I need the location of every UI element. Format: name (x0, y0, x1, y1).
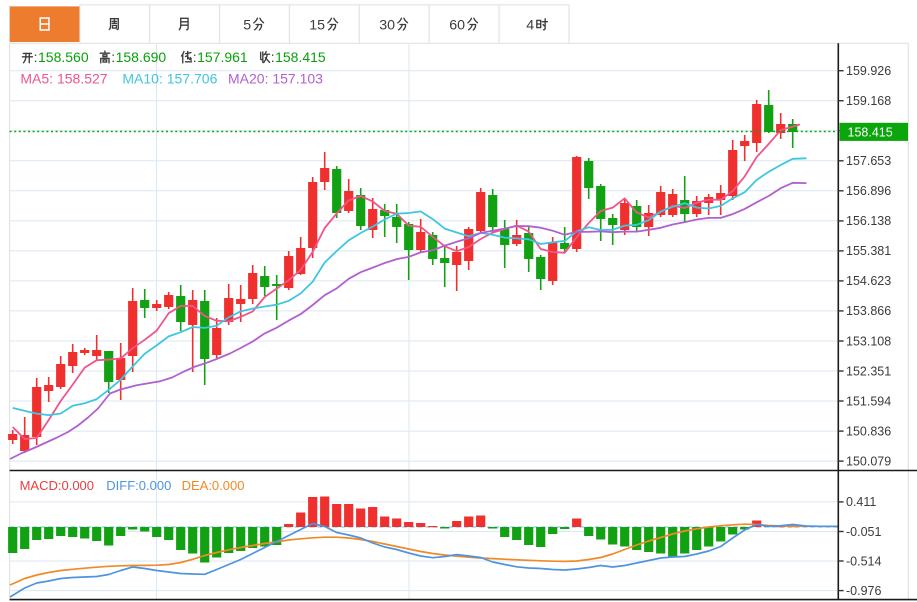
svg-text:MA10: 157.706: MA10: 157.706 (122, 71, 217, 87)
svg-text:156.896: 156.896 (846, 184, 891, 198)
svg-text:153.108: 153.108 (846, 334, 891, 348)
svg-text:158.560: 158.560 (38, 49, 89, 65)
svg-text:4: 4 (526, 18, 534, 34)
svg-text:-0.051: -0.051 (846, 525, 881, 539)
svg-text:158.415: 158.415 (848, 125, 893, 139)
svg-text:MA20: 157.103: MA20: 157.103 (228, 71, 323, 87)
svg-text:152.351: 152.351 (846, 364, 891, 378)
svg-text:153.866: 153.866 (846, 304, 891, 318)
svg-text:155.381: 155.381 (846, 244, 891, 258)
svg-text:154.623: 154.623 (846, 274, 891, 288)
svg-text::: : (111, 49, 115, 65)
svg-text:151.594: 151.594 (846, 394, 891, 408)
svg-text:-0.514: -0.514 (846, 554, 881, 568)
svg-text:MACD:0.000: MACD:0.000 (20, 478, 94, 493)
svg-text:157.653: 157.653 (846, 154, 891, 168)
svg-text::: : (271, 49, 275, 65)
svg-text:157.961: 157.961 (197, 49, 248, 65)
svg-text:-0.976: -0.976 (846, 584, 881, 598)
svg-text::: : (34, 49, 38, 65)
svg-text:158.415: 158.415 (275, 49, 326, 65)
svg-text:150.079: 150.079 (846, 454, 891, 468)
svg-text:156.138: 156.138 (846, 214, 891, 228)
svg-text:MA5: 158.527: MA5: 158.527 (20, 71, 107, 87)
svg-text:30: 30 (379, 18, 395, 34)
svg-text:0.411: 0.411 (846, 495, 876, 509)
svg-text:DIFF:0.000: DIFF:0.000 (106, 478, 171, 493)
svg-text:60: 60 (449, 18, 465, 34)
svg-text:158.690: 158.690 (116, 49, 167, 65)
svg-text::: : (193, 49, 197, 65)
svg-text:DEA:0.000: DEA:0.000 (182, 478, 245, 493)
svg-text:159.168: 159.168 (846, 94, 891, 108)
svg-text:5: 5 (243, 18, 251, 34)
svg-text:159.926: 159.926 (846, 64, 891, 78)
svg-text:15: 15 (309, 18, 325, 34)
svg-text:150.836: 150.836 (846, 424, 891, 438)
